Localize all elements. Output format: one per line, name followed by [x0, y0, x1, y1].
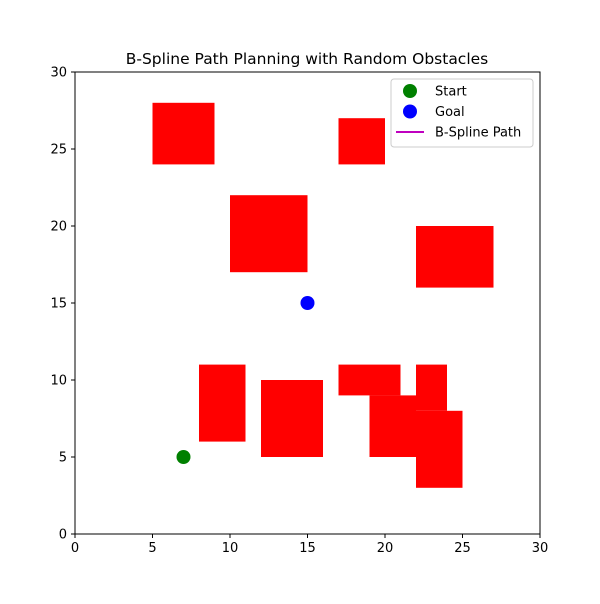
legend-box	[390, 78, 534, 148]
y-tick-label: 30	[50, 66, 67, 81]
plot-area	[75, 72, 540, 534]
x-tick-label: 5	[148, 541, 156, 556]
goal-marker	[300, 296, 315, 310]
legend-label: B-Spline Path	[435, 126, 521, 141]
x-tick-label: 30	[532, 541, 549, 556]
y-tick-label: 5	[59, 451, 67, 466]
legend-label: Start	[435, 85, 467, 100]
obstacle-rect	[338, 364, 401, 396]
chart-title: B-Spline Path Planning with Random Obsta…	[126, 50, 489, 68]
y-tick-label: 10	[50, 374, 67, 389]
obstacle-rect	[416, 410, 463, 488]
obstacle-rect	[416, 226, 494, 288]
obstacle-rect	[369, 395, 416, 457]
x-tick-label: 10	[222, 541, 239, 556]
x-tick-label: 0	[71, 541, 79, 556]
obstacle-rect	[416, 364, 447, 411]
obstacle-rect	[230, 195, 308, 273]
y-tick-label: 0	[59, 528, 67, 543]
obstacle-rect	[152, 102, 215, 165]
start-marker	[176, 450, 191, 464]
legend-marker-start	[403, 84, 417, 98]
y-tick-label: 20	[50, 220, 67, 235]
legend: Start Goal B-Spline Path	[390, 78, 534, 148]
x-tick-label: 20	[377, 541, 394, 556]
obstacle-rect	[338, 118, 385, 165]
x-tick-label: 25	[454, 541, 471, 556]
obstacle-rect	[199, 364, 246, 442]
obstacle-rect	[261, 380, 323, 457]
x-tick-label: 15	[299, 541, 316, 556]
legend-marker-goal	[403, 104, 417, 119]
y-tick-label: 15	[50, 297, 67, 312]
axes: 0 5 10 15 20 25 30 0 5 10 15 20 25 30	[50, 66, 548, 557]
legend-label: Goal	[435, 105, 465, 120]
y-tick-label: 25	[50, 143, 67, 158]
